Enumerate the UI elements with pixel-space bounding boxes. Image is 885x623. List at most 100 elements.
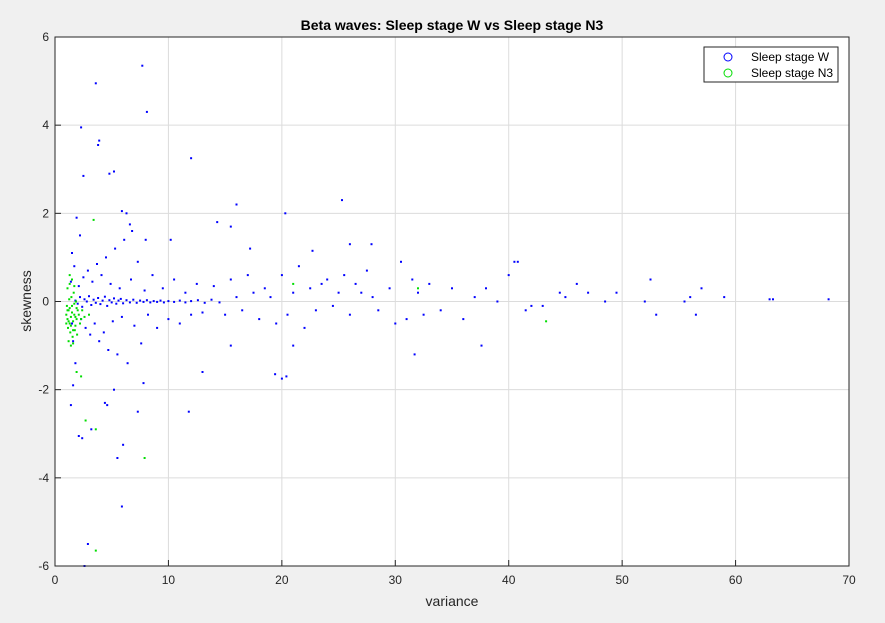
data-point-sleep-stage-w: [72, 340, 75, 343]
data-point-sleep-stage-w: [292, 344, 295, 347]
data-point-sleep-stage-n3: [79, 322, 81, 325]
x-tick-label: 70: [842, 573, 856, 587]
data-point-sleep-stage-w: [417, 291, 419, 294]
data-point-sleep-stage-w: [210, 298, 213, 301]
data-point-sleep-stage-w: [116, 457, 119, 459]
data-point-sleep-stage-w: [107, 349, 110, 351]
data-point-sleep-stage-w: [74, 362, 77, 365]
data-point-sleep-stage-w: [98, 340, 101, 343]
series-sleep-stage-n3: [65, 218, 548, 552]
data-point-sleep-stage-w: [120, 210, 123, 213]
data-point-sleep-stage-w: [649, 278, 652, 281]
data-point-sleep-stage-n3: [75, 307, 78, 310]
data-point-sleep-stage-w: [108, 172, 111, 175]
data-point-sleep-stage-n3: [69, 324, 72, 327]
data-point-sleep-stage-w: [89, 333, 92, 336]
data-point-sleep-stage-n3: [80, 318, 83, 321]
data-point-sleep-stage-w: [86, 269, 89, 272]
chart-title: Beta waves: Sleep stage W vs Sleep stage…: [301, 17, 604, 33]
data-point-sleep-stage-w: [86, 543, 89, 545]
data-point-sleep-stage-n3: [65, 313, 68, 316]
data-point-sleep-stage-w: [249, 247, 252, 250]
data-point-sleep-stage-n3: [76, 333, 79, 336]
data-point-sleep-stage-w: [212, 285, 215, 288]
data-point-sleep-stage-w: [72, 384, 75, 387]
data-point-sleep-stage-w: [82, 174, 85, 177]
data-point-sleep-stage-n3: [75, 318, 78, 321]
data-point-sleep-stage-w: [120, 315, 123, 318]
data-point-sleep-stage-w: [111, 320, 114, 323]
data-point-sleep-stage-w: [428, 282, 431, 285]
data-point-sleep-stage-w: [83, 298, 86, 301]
legend: Sleep stage W Sleep stage N3: [703, 46, 839, 83]
data-point-sleep-stage-w: [123, 238, 126, 241]
data-point-sleep-stage-w: [92, 298, 95, 301]
data-point-sleep-stage-w: [700, 287, 703, 290]
data-point-sleep-stage-n3: [68, 274, 71, 277]
y-tick-label: -4: [38, 471, 49, 485]
data-point-sleep-stage-w: [643, 300, 646, 303]
data-point-sleep-stage-w: [827, 298, 830, 301]
data-point-sleep-stage-w: [348, 313, 351, 316]
data-point-sleep-stage-w: [152, 300, 155, 303]
data-point-sleep-stage-w: [439, 309, 442, 312]
data-point-sleep-stage-n3: [83, 315, 86, 318]
data-point-sleep-stage-n3: [65, 322, 68, 325]
y-tick-label: 4: [42, 118, 49, 132]
data-point-sleep-stage-w: [689, 296, 692, 299]
data-point-sleep-stage-w: [113, 297, 115, 300]
data-point-sleep-stage-n3: [88, 313, 90, 316]
data-point-sleep-stage-w: [280, 377, 283, 380]
data-point-sleep-stage-n3: [68, 322, 71, 325]
data-point-sleep-stage-n3: [73, 313, 76, 316]
data-point-sleep-stage-w: [587, 291, 590, 294]
data-point-sleep-stage-w: [224, 313, 227, 316]
data-point-sleep-stage-w: [98, 139, 101, 142]
data-point-sleep-stage-w: [292, 291, 295, 294]
x-tick-label: 20: [275, 573, 289, 587]
data-point-sleep-stage-w: [229, 278, 232, 281]
data-point-sleep-stage-w: [314, 309, 317, 312]
data-point-sleep-stage-w: [263, 287, 266, 290]
data-point-sleep-stage-w: [269, 296, 272, 299]
data-point-sleep-stage-w: [320, 282, 323, 285]
data-point-sleep-stage-w: [252, 291, 255, 294]
legend-label-sleep-stage-w: Sleep stage W: [751, 50, 830, 64]
data-point-sleep-stage-w: [480, 344, 483, 347]
data-point-sleep-stage-w: [473, 296, 476, 299]
data-point-sleep-stage-w: [141, 64, 144, 67]
data-point-sleep-stage-w: [229, 225, 232, 228]
data-point-sleep-stage-w: [173, 300, 176, 303]
data-point-sleep-stage-w: [131, 230, 134, 232]
data-point-sleep-stage-w: [97, 297, 100, 299]
data-point-sleep-stage-w: [400, 260, 402, 263]
data-point-sleep-stage-w: [485, 287, 487, 290]
data-point-sleep-stage-w: [71, 252, 73, 254]
data-point-sleep-stage-n3: [69, 344, 72, 347]
data-point-sleep-stage-w: [604, 300, 607, 303]
x-tick-label: 60: [729, 573, 743, 587]
data-point-sleep-stage-w: [133, 324, 136, 327]
data-point-sleep-stage-w: [120, 505, 123, 508]
data-point-sleep-stage-w: [377, 309, 380, 312]
data-point-sleep-stage-w: [110, 301, 113, 304]
data-point-sleep-stage-w: [451, 287, 453, 290]
data-point-sleep-stage-w: [564, 296, 567, 299]
data-point-sleep-stage-n3: [72, 291, 75, 294]
data-point-sleep-stage-w: [411, 278, 414, 281]
data-point-sleep-stage-w: [462, 318, 465, 321]
data-point-sleep-stage-n3: [75, 371, 78, 373]
data-point-sleep-stage-w: [541, 304, 544, 307]
data-point-sleep-stage-w: [128, 301, 131, 304]
data-point-sleep-stage-w: [103, 401, 106, 404]
data-point-sleep-stage-n3: [68, 282, 71, 285]
data-point-sleep-stage-w: [258, 318, 261, 321]
legend-marker-sleep-stage-n3: [723, 68, 733, 78]
data-point-sleep-stage-n3: [92, 218, 95, 221]
data-point-sleep-stage-n3: [77, 313, 80, 316]
data-point-sleep-stage-w: [337, 291, 340, 294]
data-point-sleep-stage-n3: [72, 329, 75, 332]
data-point-sleep-stage-w: [142, 300, 145, 303]
data-point-sleep-stage-w: [81, 305, 84, 308]
x-tick-label: 10: [162, 573, 176, 587]
